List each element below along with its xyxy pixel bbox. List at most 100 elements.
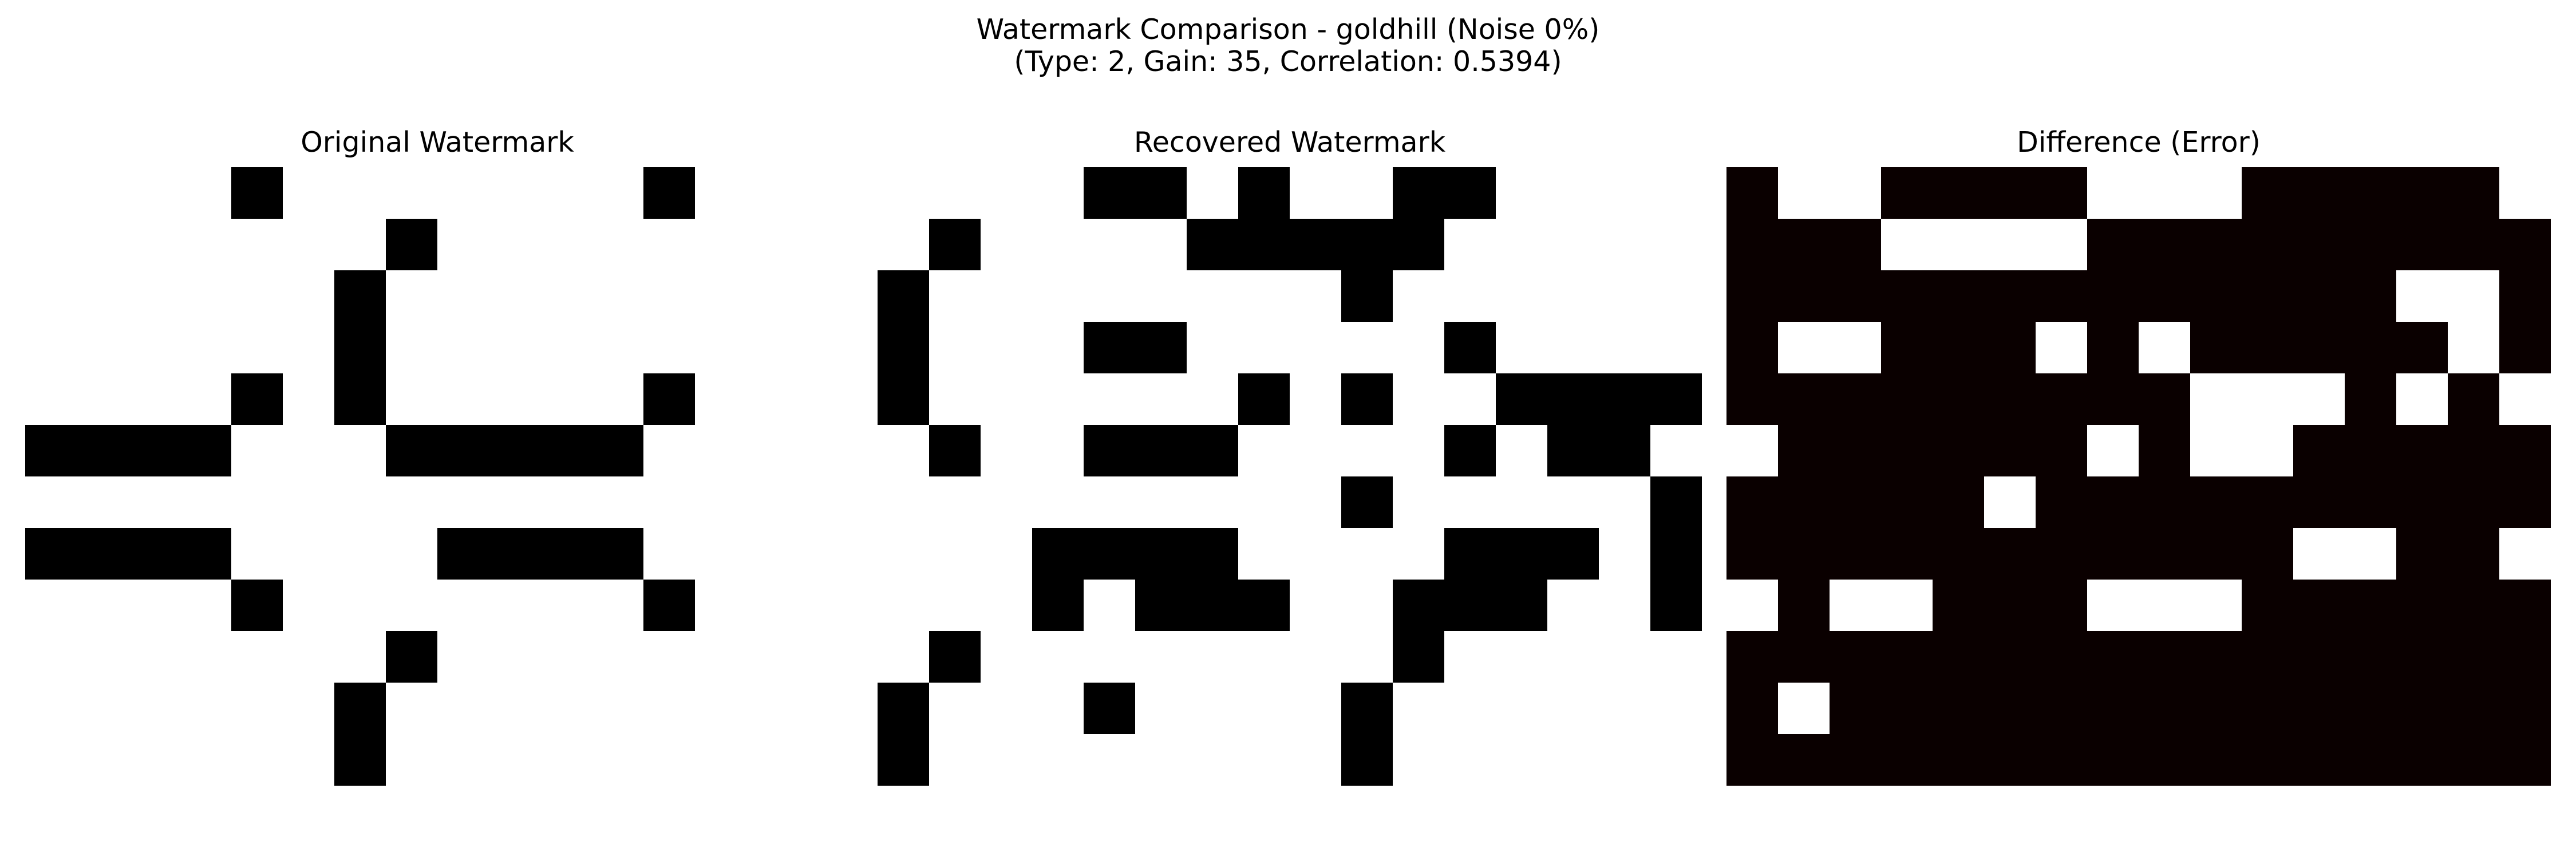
heatmap-cell (1881, 476, 1933, 529)
heatmap-cell (1187, 167, 1239, 219)
heatmap-cell (2396, 631, 2448, 683)
heatmap-cell (1830, 580, 1882, 632)
heatmap-cell (540, 631, 592, 683)
heatmap-difference-error (1726, 167, 2551, 786)
heatmap-cell (2448, 219, 2500, 271)
heatmap-cell (2139, 167, 2191, 219)
heatmap-cell (929, 219, 981, 271)
heatmap-cell (1496, 322, 1548, 374)
heatmap-cell (1444, 580, 1496, 632)
heatmap-cell (1290, 683, 1342, 735)
heatmap-cell (1881, 270, 1933, 322)
heatmap-cell (1830, 631, 1882, 683)
heatmap-cell (1084, 322, 1136, 374)
heatmap-cell (2499, 425, 2551, 477)
heatmap-cell (1135, 373, 1187, 425)
heatmap-cell (2293, 528, 2345, 580)
heatmap-cell (1933, 373, 1985, 425)
heatmap-cell (2190, 373, 2242, 425)
heatmap-cell (25, 528, 77, 580)
heatmap-cell (746, 580, 799, 632)
heatmap-cell (981, 219, 1033, 271)
heatmap-cell (695, 425, 747, 477)
heatmap-cell (77, 373, 129, 425)
heatmap-cell (1599, 425, 1651, 477)
heatmap-cell (1135, 683, 1187, 735)
heatmap-cell (489, 580, 541, 632)
heatmap-cell (283, 734, 335, 786)
heatmap-cell (929, 322, 981, 374)
heatmap-cell (2448, 580, 2500, 632)
heatmap-cell (2499, 528, 2551, 580)
heatmap-cell (1187, 528, 1239, 580)
heatmap-cell (1393, 373, 1445, 425)
heatmap-cell (231, 425, 283, 477)
heatmap-cell (1444, 167, 1496, 219)
heatmap-cell (1830, 322, 1882, 374)
heatmap-cell (1778, 219, 1830, 271)
heatmap-cell (695, 270, 747, 322)
heatmap-cell (592, 373, 644, 425)
heatmap-cell (1650, 425, 1702, 477)
heatmap-cell (1135, 476, 1187, 529)
heatmap-cell (2396, 734, 2448, 786)
heatmap-cell (25, 270, 77, 322)
heatmap-cell (2139, 373, 2191, 425)
heatmap-cell (283, 683, 335, 735)
heatmap-cell (1830, 476, 1882, 529)
heatmap-cell (77, 322, 129, 374)
heatmap-cell (180, 219, 232, 271)
heatmap-cell (2396, 476, 2448, 529)
heatmap-cell (746, 683, 799, 735)
heatmap-cell (1778, 528, 1830, 580)
heatmap-cell (77, 270, 129, 322)
heatmap-cell (878, 580, 930, 632)
heatmap-cell (1778, 683, 1830, 735)
heatmap-cell (592, 167, 644, 219)
heatmap-cell (2242, 219, 2294, 271)
heatmap-cell (1393, 167, 1445, 219)
heatmap-cell (1238, 631, 1290, 683)
heatmap-cell (334, 580, 386, 632)
heatmap-cell (1444, 373, 1496, 425)
heatmap-cell (1084, 683, 1136, 735)
heatmap-original-watermark (25, 167, 850, 786)
heatmap-cell (2139, 683, 2191, 735)
heatmap-cell (334, 734, 386, 786)
heatmap-cell (981, 373, 1033, 425)
heatmap-cell (25, 631, 77, 683)
heatmap-cell (695, 631, 747, 683)
heatmap-cell (386, 373, 438, 425)
heatmap-cell (1290, 322, 1342, 374)
heatmap-cell (1032, 476, 1084, 529)
heatmap-cell (1341, 631, 1393, 683)
heatmap-cell (1341, 580, 1393, 632)
heatmap-cell (929, 373, 981, 425)
heatmap-cell (2190, 425, 2242, 477)
heatmap-cell (1341, 373, 1393, 425)
heatmap-cell (643, 167, 696, 219)
heatmap-cell (2242, 167, 2294, 219)
heatmap-cell (746, 219, 799, 271)
heatmap-cell (25, 373, 77, 425)
heatmap-cell (592, 322, 644, 374)
heatmap-cell (128, 425, 180, 477)
heatmap-cell (929, 683, 981, 735)
heatmap-cell (180, 425, 232, 477)
heatmap-cell (1135, 219, 1187, 271)
heatmap-cell (2499, 734, 2551, 786)
heatmap-cell (1726, 734, 1779, 786)
heatmap-cell (1238, 580, 1290, 632)
heatmap-cell (1984, 322, 2036, 374)
heatmap-cell (2190, 476, 2242, 529)
heatmap-cell (540, 425, 592, 477)
heatmap-cell (540, 167, 592, 219)
heatmap-cell (1650, 476, 1702, 529)
heatmap-cell (2293, 219, 2345, 271)
heatmap-cell (1290, 528, 1342, 580)
heatmap-cell (128, 322, 180, 374)
heatmap-cell (1984, 580, 2036, 632)
heatmap-cell (2499, 373, 2551, 425)
heatmap-cell (540, 322, 592, 374)
heatmap-cell (1084, 476, 1136, 529)
